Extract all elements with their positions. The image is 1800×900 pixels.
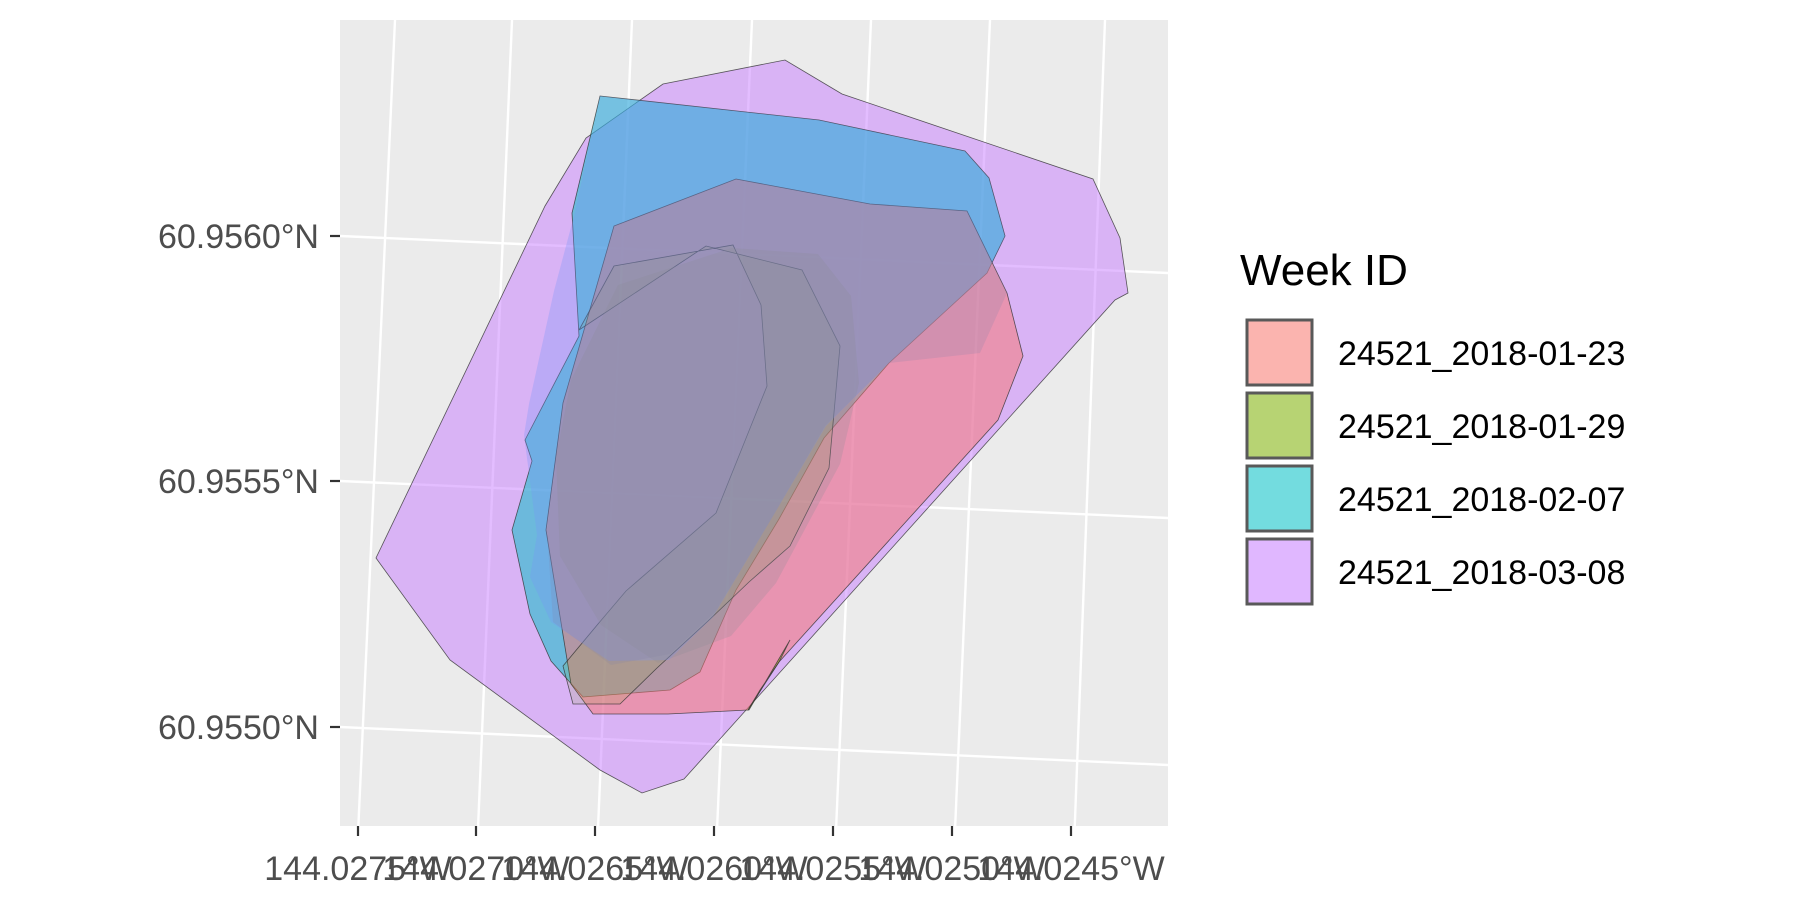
graticule-lon-line [357,20,397,826]
axes: 60.9560°N60.9555°N60.9550°N144.0275°W144… [158,218,1165,888]
legend-label: 24521_2018-02-07 [1338,481,1625,519]
overlap-shade-3 [556,248,859,663]
x-tick-label: 144.0270°W [382,850,570,888]
legend-key-24521_2018-01-23 [1245,318,1314,387]
legend-label: 24521_2018-03-08 [1338,554,1625,592]
x-tick-label: 144.0250°W [858,850,1046,888]
legend-label: 24521_2018-01-23 [1338,335,1625,373]
x-tick-label: 144.0265°W [501,850,689,888]
y-tick-label: 60.9560°N [158,218,319,256]
y-tick-label: 60.9555°N [158,463,319,501]
polygon-24521_2018-01-23 [545,178,1024,715]
legend: Week ID 24521_2018-01-23 24521_2018-01-29… [1240,246,1625,606]
legend-key-24521_2018-01-29 [1245,391,1314,460]
x-tick-label: 144.0245°W [977,850,1165,888]
x-tick-label: 144.0275°W [264,850,452,888]
overlap-shade-2 [547,179,1007,665]
overlap-shade-1 [524,96,1005,661]
polygon-24521_2018-01-29-core [562,244,841,705]
x-tick-label: 144.0255°W [739,850,927,888]
graticule-lon-line [1073,20,1107,826]
legend-title: Week ID [1240,246,1408,295]
polygon-layer [375,59,1129,794]
x-tick-label: 144.0260°W [620,850,808,888]
graticule-lat-line [340,725,1168,767]
y-tick-label: 60.9550°N [158,709,319,747]
legend-key-24521_2018-02-07 [1245,464,1314,533]
legend-label: 24521_2018-01-29 [1338,408,1625,446]
polygon-24521_2018-01-29 [747,639,791,711]
legend-key-24521_2018-03-08 [1245,537,1314,606]
